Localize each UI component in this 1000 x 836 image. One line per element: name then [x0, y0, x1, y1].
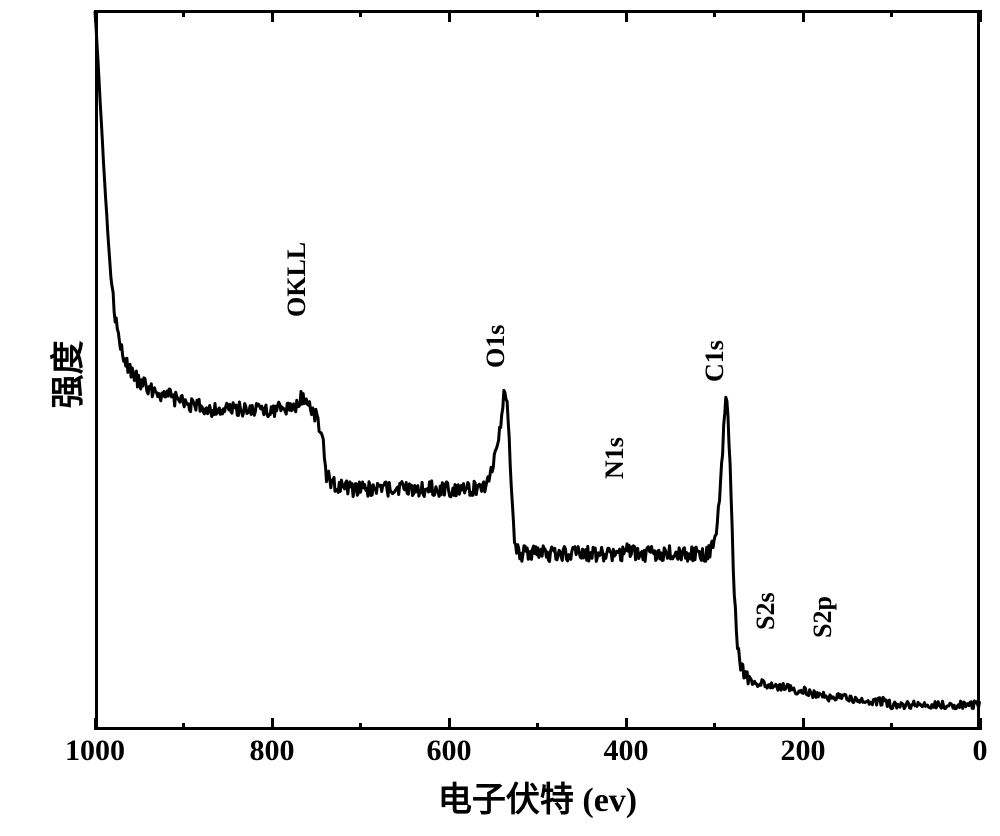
xps-spectrum-chart: 10008006004002000 强度 电子伏特 (ev) OKLLO1sN1…: [0, 0, 1000, 836]
peak-label: S2s: [751, 593, 781, 631]
peak-label: S2p: [808, 596, 838, 638]
spectrum-line: [0, 0, 1000, 836]
peak-label: O1s: [481, 324, 511, 367]
peak-label: N1s: [600, 437, 630, 479]
peak-label: OKLL: [282, 242, 312, 317]
peak-label: C1s: [700, 340, 730, 382]
